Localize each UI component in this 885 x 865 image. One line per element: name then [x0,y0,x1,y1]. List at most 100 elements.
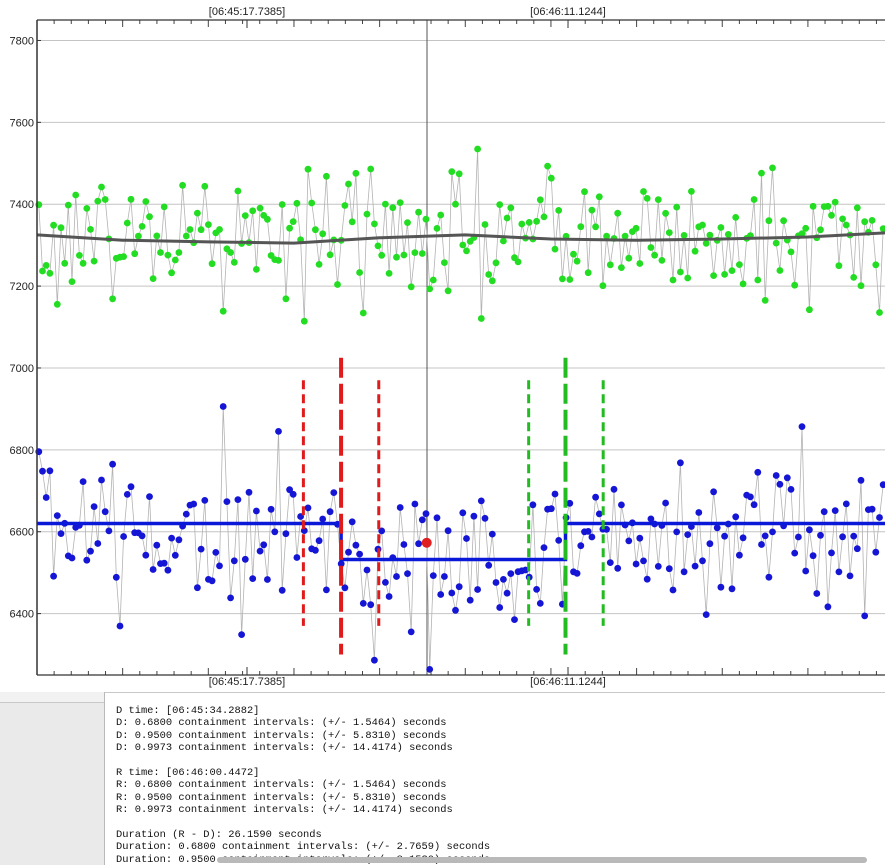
comparison-point [79,259,87,267]
target-point [470,512,478,520]
comparison-point [677,268,684,276]
comparison-point [518,220,526,228]
target-point [363,566,371,574]
comparison-point [359,309,367,317]
target-point [772,472,780,479]
comparison-point [275,257,282,264]
target-point [824,603,832,611]
comparison-point [857,282,865,290]
comparison-point [758,169,765,177]
comparison-point [780,217,787,225]
comparison-point [356,269,363,276]
horizontal-scrollbar[interactable] [217,857,867,863]
event-markers [301,357,605,655]
target-point [348,518,356,526]
target-point [466,596,474,604]
target-point [90,503,98,510]
log-output-panel[interactable]: D time: [06:45:34.2882] D: 0.6800 contain… [104,692,885,865]
comparison-point [850,274,858,281]
comparison-point [699,221,706,229]
log-line: R time: [06:46:00.4472] [116,766,260,779]
comparison-point [787,248,795,256]
target-point [146,493,153,500]
comparison-point [839,215,846,223]
target-point [271,528,279,536]
comparison-point [570,250,577,258]
target-point [606,559,614,566]
comparison-point [765,217,773,225]
comparison-point [345,180,352,188]
target-point [876,514,883,521]
comparison-point [94,197,102,205]
comparison-point [739,280,747,288]
comparison-point [182,232,190,240]
comparison-point [109,295,116,303]
target-point [699,557,706,565]
comparison-point [547,174,555,182]
target-point [636,534,644,542]
target-point [404,570,411,577]
target-point [396,504,404,511]
comparison-point [544,162,551,170]
comparison-point [835,262,843,270]
comparison-point [120,253,127,260]
target-point [662,499,669,507]
comparison-point [197,226,205,234]
target-point [625,537,633,545]
comparison-point [50,221,57,229]
target-point [190,500,198,508]
comparison-point [164,251,172,259]
time-labels: [06:45:17.7385] [06:46:11.1244] [06:45:17.… [209,6,606,688]
comparison-point [98,183,105,191]
target-point [684,531,692,538]
comparison-point [64,201,72,209]
comparison-point [643,195,651,202]
target-point [820,508,828,516]
target-point [304,504,312,512]
target-point [371,656,378,664]
comparison-point [474,145,481,153]
log-line: R: 0.6800 containment intervals: (+/- 1.… [116,779,447,792]
target-point [227,594,235,602]
log-line: Duration: 0.6800 containment intervals: … [116,841,491,854]
target-point [197,545,205,553]
target-point [529,501,537,509]
comparison-point [378,251,386,259]
comparison-point [806,306,813,314]
comparison-point [500,237,507,245]
comparison-point [385,270,393,277]
comparison-point [618,264,625,271]
target-point [769,528,776,536]
target-point [706,540,714,548]
target-point [872,548,880,556]
target-point [208,577,216,585]
comparison-point [382,200,389,208]
target-point [319,515,327,523]
comparison-point [750,196,758,203]
target-point [739,534,747,542]
comparison-point [433,225,441,232]
target-point [732,513,740,521]
target-point [275,428,282,435]
target-point [94,540,102,547]
model-lines [36,231,885,562]
comparison-point [429,276,437,284]
comparison-point [426,285,434,293]
comparison-point [809,202,817,210]
log-text: D time: [06:45:34.2882] D: 0.6800 contain… [105,693,885,865]
target-point [765,573,773,581]
target-point [39,467,46,475]
target-point [175,536,183,544]
target-point [367,601,375,609]
target-point [337,560,345,568]
comparison-point [680,232,688,239]
target-point [315,537,323,545]
y-axis-ticks: 6400 6600 6800 7000 7200 7400 7600 7800 [10,35,41,621]
target-point [595,510,603,518]
target-point [813,590,821,597]
side-pane [0,702,104,865]
target-point [98,476,105,484]
target-point [610,485,618,493]
comparison-point [559,275,566,283]
comparison-point [83,205,91,212]
